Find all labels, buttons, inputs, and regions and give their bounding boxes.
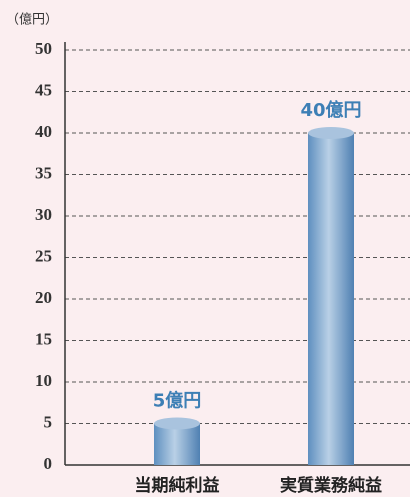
y-tick-label: 40 [35,122,52,141]
value-label: 40億円 [300,99,361,121]
y-tick-label: 35 [35,163,52,182]
y-tick-label: 25 [35,246,52,265]
bar [154,423,200,465]
y-tick-label: 30 [35,205,52,224]
y-axis-label: （億円） [6,12,58,28]
x-tick-label: 当期純利益 [135,475,220,496]
y-tick-label: 10 [35,371,52,390]
y-tick-label: 15 [35,329,52,348]
bar-top [308,127,354,139]
y-tick-label: 5 [44,412,53,431]
bar-top [154,417,200,430]
y-tick-label: 20 [35,288,52,307]
y-tick-label: 0 [44,454,53,473]
bar [308,133,354,465]
y-tick-label: 45 [35,80,52,99]
y-tick-label: 50 [35,39,52,58]
value-label: 5億円 [153,390,202,412]
x-tick-label: 実質業務純益 [280,475,382,496]
